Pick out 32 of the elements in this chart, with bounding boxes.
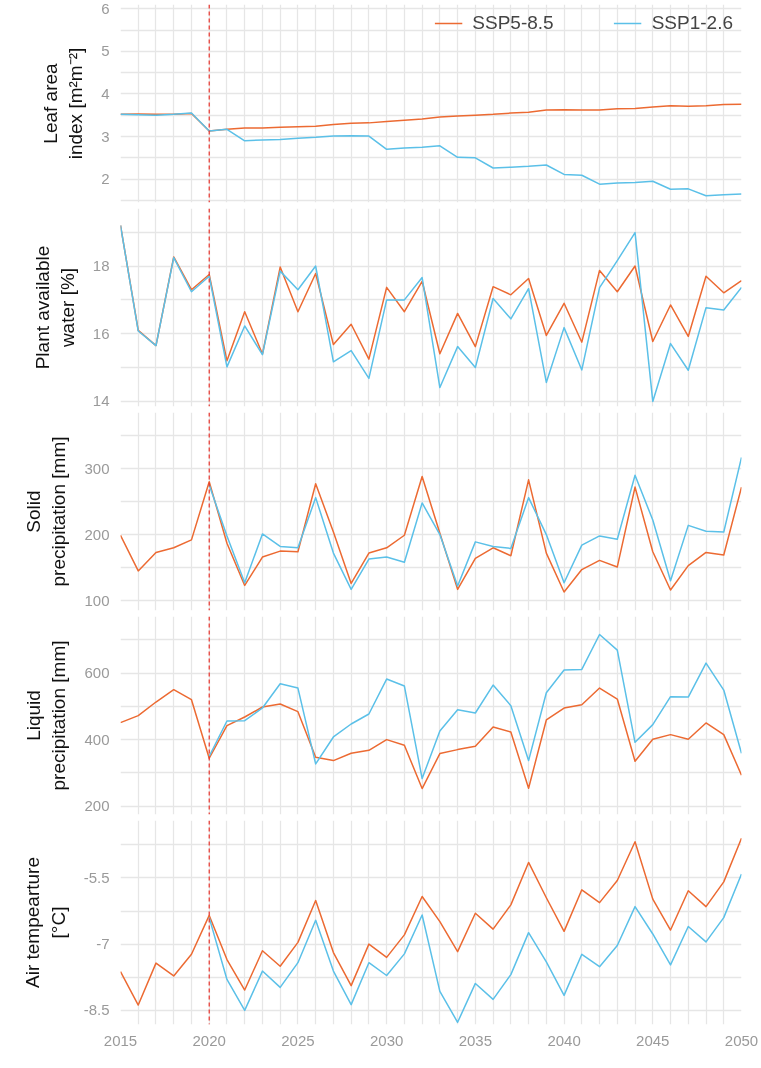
y-tick-label: 5 <box>101 42 110 60</box>
y-tick-label: 3 <box>101 127 110 145</box>
y-axis-title: Plant available water [%] <box>31 245 78 370</box>
x-tick-label: 2050 <box>724 1031 759 1049</box>
y-axis-title: Air tempearture [°C] <box>22 857 69 988</box>
y-tick-label: 200 <box>84 797 110 815</box>
y-tick-label: 14 <box>92 392 110 410</box>
x-tick-label: 2040 <box>547 1031 581 1049</box>
y-axis-title: Leaf area index [m²m⁻²] <box>39 47 87 160</box>
y-tick-label: 4 <box>101 84 110 102</box>
y-tick-label: 18 <box>92 257 110 275</box>
y-tick-label: -8.5 <box>83 1001 110 1019</box>
x-tick-label: 2045 <box>636 1031 670 1049</box>
x-tick-label: 2015 <box>103 1031 138 1049</box>
x-tick-label: 2020 <box>192 1031 226 1049</box>
y-tick-label: -7 <box>96 935 110 953</box>
x-tick-label: 2030 <box>369 1031 404 1049</box>
y-tick-label: 6 <box>101 0 110 17</box>
y-tick-label: 600 <box>84 664 110 682</box>
y-tick-label: 400 <box>84 730 110 748</box>
y-tick-label: -5.5 <box>83 868 110 886</box>
y-axis-title: Solid precipitation [mm] <box>23 436 70 587</box>
x-tick-label: 2025 <box>281 1031 315 1049</box>
x-tick-label: 2035 <box>458 1031 493 1049</box>
y-tick-label: 16 <box>92 324 110 342</box>
y-tick-label: 100 <box>84 591 110 609</box>
legend-label: SSP5-8.5 <box>472 12 554 34</box>
y-tick-label: 2 <box>101 170 110 188</box>
legend-label: SSP1-2.6 <box>651 12 733 34</box>
y-axis-title: Liquid precipitation [mm] <box>23 640 70 791</box>
y-tick-label: 300 <box>84 459 110 477</box>
y-tick-label: 200 <box>84 525 110 543</box>
